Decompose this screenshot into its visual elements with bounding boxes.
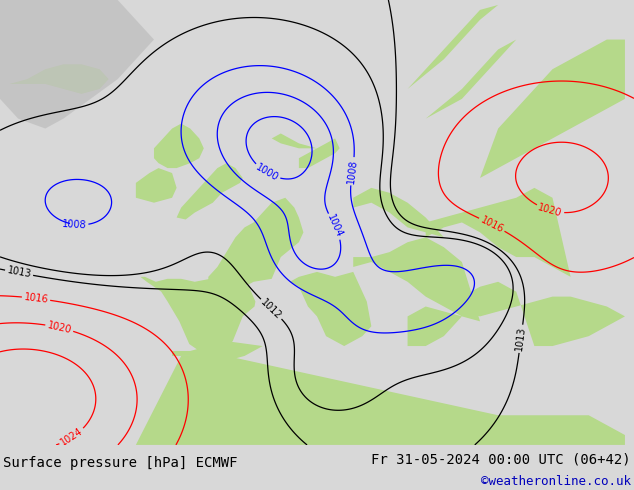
Text: 1016: 1016 [23,292,49,305]
Text: 1004: 1004 [325,213,345,240]
Text: 1020: 1020 [46,320,72,335]
Text: 1020: 1020 [537,202,564,219]
Text: 1016: 1016 [479,215,505,235]
Text: ©weatheronline.co.uk: ©weatheronline.co.uk [481,475,631,489]
Text: 1013: 1013 [514,326,527,352]
Text: 1013: 1013 [6,266,32,280]
Text: 1008: 1008 [61,219,87,230]
Text: Fr 31-05-2024 00:00 UTC (06+42): Fr 31-05-2024 00:00 UTC (06+42) [371,452,631,466]
Text: Surface pressure [hPa] ECMWF: Surface pressure [hPa] ECMWF [3,456,238,470]
Text: 1012: 1012 [259,297,283,321]
Text: 1024: 1024 [59,426,85,448]
Text: 1000: 1000 [254,162,280,183]
Text: 1008: 1008 [346,158,359,184]
